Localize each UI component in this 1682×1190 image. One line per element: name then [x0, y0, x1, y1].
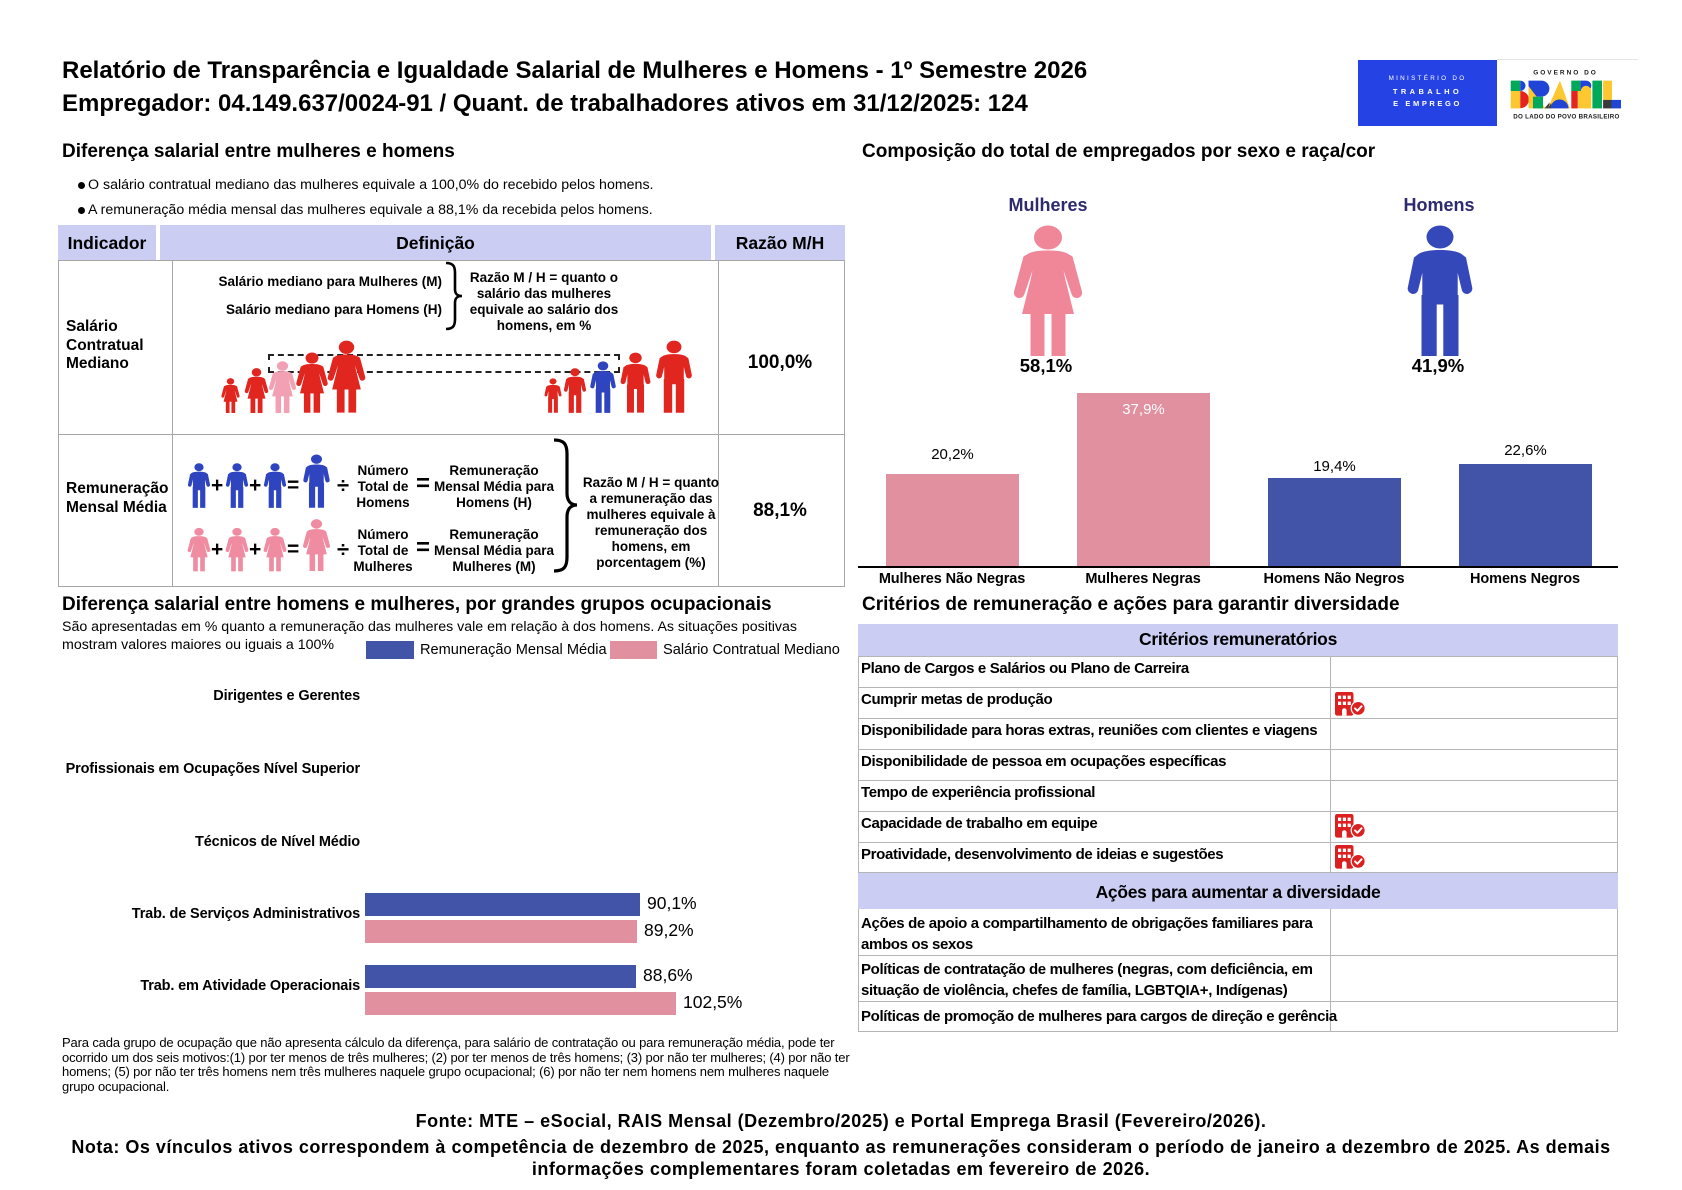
svg-text:GOVERNO DO: GOVERNO DO — [1533, 70, 1598, 77]
svg-text:DO LADO DO POVO BRASILEIRO: DO LADO DO POVO BRASILEIRO — [1513, 113, 1619, 120]
